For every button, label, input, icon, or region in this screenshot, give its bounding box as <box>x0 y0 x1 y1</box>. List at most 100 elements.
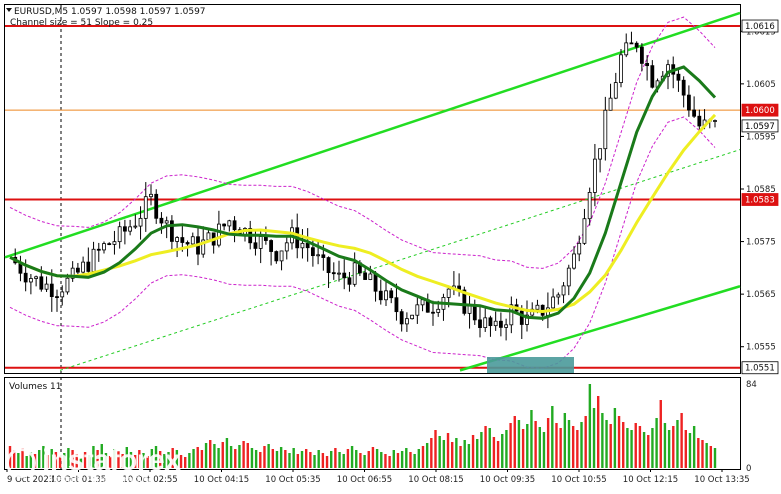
volume-bar <box>400 451 404 468</box>
volume-bar <box>488 428 491 468</box>
x-tick-label: 10 Oct 05:35 <box>265 475 320 485</box>
volume-bar <box>505 430 508 468</box>
volume-bar <box>63 453 66 468</box>
candle-body <box>598 148 603 160</box>
volume-bar <box>363 455 366 468</box>
candle-body <box>107 243 112 246</box>
volume-bar <box>163 454 166 468</box>
volume-bar <box>592 408 596 468</box>
volume-bar <box>521 429 525 468</box>
candle-body <box>420 299 425 306</box>
regression-channel <box>4 11 741 372</box>
volume-bar <box>596 396 600 468</box>
candle-body <box>692 109 697 117</box>
candle-body <box>128 226 133 232</box>
volume-bar <box>513 416 516 468</box>
candle-body <box>619 54 623 83</box>
volume-bar <box>455 438 458 468</box>
candle-body <box>279 250 284 262</box>
price-axis: 1.06151.06051.05951.05851.05751.05651.05… <box>740 27 776 474</box>
volume-bar <box>38 450 41 468</box>
watermark-brand: instaforex <box>42 444 181 477</box>
candle-body <box>169 220 174 242</box>
x-tick-label: 10 Oct 04:15 <box>194 475 249 485</box>
candle-body <box>342 272 347 279</box>
volume-bar <box>150 449 154 468</box>
candle-body <box>34 276 39 279</box>
candle-body <box>629 42 634 45</box>
volume-bar <box>138 450 141 468</box>
candle-body <box>410 314 415 320</box>
x-tick-label: 10 Oct 02:55 <box>122 475 177 485</box>
volume-bar <box>501 434 504 468</box>
volume-bar <box>304 449 308 468</box>
candle-body <box>316 254 321 257</box>
x-tick-label: 10 Oct 01:35 <box>51 475 106 485</box>
volume-bar <box>279 447 283 468</box>
candle-body <box>331 272 336 275</box>
volume-bar <box>355 450 358 468</box>
price-tag-box <box>741 193 779 206</box>
volume-bar <box>680 413 683 468</box>
volume-tick-label: 0 <box>746 464 751 474</box>
band-lower <box>9 116 716 369</box>
candle-body <box>384 290 388 301</box>
volume-bar <box>509 423 512 468</box>
candle-body <box>352 262 357 285</box>
volume-bar <box>350 446 354 468</box>
candle-body <box>164 220 169 224</box>
candle-body <box>154 193 159 219</box>
volume-bar <box>609 424 612 468</box>
candle-body <box>587 192 592 220</box>
volume-bar <box>83 452 87 468</box>
candle-body <box>55 296 59 298</box>
candle-body <box>274 251 279 262</box>
volume-bar <box>359 453 362 468</box>
volume-bar <box>534 421 537 468</box>
candle-body <box>645 62 650 67</box>
candle-body <box>389 290 394 299</box>
volume-bar <box>229 446 233 468</box>
volume-bar <box>175 450 179 468</box>
collapse-triangle-icon[interactable] <box>6 8 12 12</box>
volume-bar <box>392 450 395 468</box>
candle-body <box>122 226 127 232</box>
candle-body <box>686 94 691 111</box>
volume-bar <box>588 384 592 468</box>
envelope-bands <box>9 16 716 369</box>
volume-bar <box>346 449 350 468</box>
volume-bar <box>330 451 333 468</box>
candle-body <box>650 65 655 88</box>
volume-bar <box>275 451 279 468</box>
x-tick-label: 10 Oct 09:35 <box>480 475 535 485</box>
candle-body <box>566 267 571 287</box>
volume-bar <box>125 447 129 468</box>
candle-body <box>190 236 195 245</box>
volume-bar <box>463 440 466 468</box>
candle-body <box>300 242 305 249</box>
y-tick-label: 1.0595 <box>746 132 776 142</box>
volume-bar <box>713 448 717 468</box>
x-tick-label: 10 Oct 08:15 <box>408 475 463 485</box>
price-tag-label: 1.0616 <box>745 22 775 32</box>
candle-body <box>624 42 629 56</box>
candle-body <box>498 320 503 328</box>
candle-body <box>91 248 96 272</box>
candle-body <box>535 304 540 310</box>
volume-bar <box>300 451 304 468</box>
volume-bar <box>647 435 650 468</box>
volume-bar <box>271 449 275 468</box>
volume-bar <box>626 428 629 468</box>
volume-bar <box>58 456 62 468</box>
price-tags: 1.0616 1.0600 1.0597 1.0583 1.0551 <box>741 19 779 375</box>
candle-body <box>39 276 44 290</box>
volume-bar <box>571 426 575 468</box>
volume-bar <box>200 450 204 468</box>
volume-bar <box>663 423 667 468</box>
volume-bar <box>188 453 191 468</box>
candle-body <box>75 267 80 273</box>
volume-bar <box>384 454 387 468</box>
volume-bar <box>50 449 53 468</box>
